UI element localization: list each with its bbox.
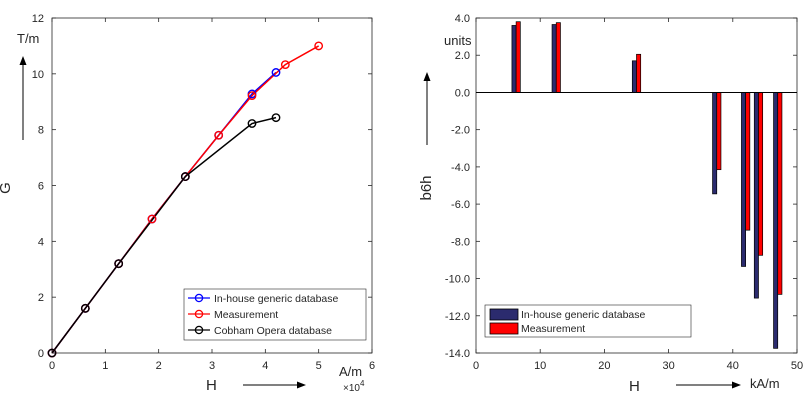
x-tick-label: 0	[49, 360, 55, 372]
y-axis-unit-label: units	[444, 33, 472, 48]
x-tick-label: 3	[209, 360, 215, 372]
series-markers	[47, 41, 324, 358]
data-point	[280, 60, 290, 70]
y-tick-label: 8	[38, 125, 44, 137]
bar-inhouse	[773, 92, 779, 349]
y-tick-label: -10.0	[445, 274, 470, 286]
y-tick-label: 6	[38, 181, 44, 193]
legend-swatch	[489, 308, 519, 321]
bar-measurement	[777, 92, 783, 295]
y-tick-label: 0.0	[455, 87, 470, 99]
y-tick-label: -14.0	[445, 348, 470, 360]
legend-entry-measurement: Measurement	[489, 322, 585, 335]
x-tick-label: 40	[727, 360, 739, 372]
y-axis-label: G	[0, 182, 14, 194]
y-axis-unit-label: T/m	[17, 31, 39, 46]
bar-inhouse	[551, 24, 557, 93]
y-tick-label: -6.0	[451, 199, 470, 211]
data-point	[80, 303, 90, 313]
bar-measurement	[515, 21, 521, 93]
bar-measurement	[745, 92, 751, 231]
data-point	[180, 172, 190, 181]
legend-entry-inhouse: In-house generic database	[188, 293, 338, 305]
legend-label: Measurement	[214, 309, 278, 321]
x-axis-label: H	[206, 377, 217, 394]
y-tick-label: 2.0	[455, 50, 470, 62]
y-tick-label: 12	[32, 13, 44, 25]
tick-group: 0 10 20 30 40 50 4.0 2.0 0.0 -2.0 -4.0 -6.0 -8.0 -10.…	[445, 13, 803, 372]
x-axis-label: H	[629, 378, 640, 395]
y-tick-label: -12.0	[445, 311, 470, 323]
data-point	[47, 348, 57, 358]
bars	[511, 21, 783, 349]
legend-entry-cobham: Cobham Opera database	[188, 325, 332, 337]
x-tick-label: 30	[662, 360, 674, 372]
data-point	[271, 68, 281, 77]
data-point	[247, 119, 257, 128]
data-point	[314, 41, 324, 51]
x-tick-label: 5	[316, 360, 322, 372]
y-axis-arrow-icon	[19, 56, 27, 140]
y-tick-label: -8.0	[451, 236, 470, 248]
y-tick-label: 0	[38, 348, 44, 360]
legend: In-house generic database Measurement Co…	[183, 288, 367, 341]
x-axis-unit-label: kA/m	[750, 376, 780, 391]
legend-swatch	[489, 322, 519, 335]
data-point	[271, 113, 281, 123]
legend-box	[183, 288, 367, 341]
data-point	[147, 214, 157, 224]
y-tick-label: 4	[38, 236, 44, 248]
bar-inhouse	[712, 92, 718, 195]
y-tick-label: -4.0	[451, 162, 470, 174]
x-tick-label: 10	[534, 360, 546, 372]
x-axis-arrow-icon	[243, 381, 306, 389]
legend-label: In-house generic database	[214, 293, 338, 305]
x-tick-label: 50	[791, 360, 803, 372]
y-tick-label: 10	[32, 69, 44, 81]
y-tick-label: -2.0	[451, 125, 470, 137]
bar-measurement	[555, 22, 561, 93]
legend-entry-inhouse: In-house generic database	[489, 308, 645, 321]
bar-measurement	[758, 92, 764, 256]
x-tick-label: 4	[262, 360, 268, 372]
data-point	[247, 91, 257, 101]
b6h-bar-chart: 0 10 20 30 40 50 4.0 2.0 0.0 -2.0 -4.0 -6.0 -8.0 -10.…	[418, 13, 803, 395]
y-tick-label: 4.0	[455, 13, 470, 25]
legend-box	[484, 304, 692, 338]
x-tick-label: 20	[598, 360, 610, 372]
legend-entry-measurement: Measurement	[188, 309, 278, 321]
y-axis-label: b6h	[418, 175, 435, 200]
data-point	[114, 259, 124, 269]
legend-label: Cobham Opera database	[214, 325, 332, 337]
data-point	[214, 130, 224, 140]
x-multiplier-exponent: 4	[360, 379, 365, 388]
bar-measurement	[716, 92, 722, 171]
y-tick-label: 2	[38, 292, 44, 304]
x-tick-label: 2	[156, 360, 162, 372]
legend: In-house generic database Measurement	[484, 304, 692, 338]
x-tick-label: 6	[369, 360, 375, 372]
x-tick-label: 0	[473, 360, 479, 372]
bar-inhouse	[511, 25, 517, 93]
x-tick-label: 1	[102, 360, 108, 372]
bar-inhouse	[753, 92, 759, 299]
legend-label: In-house generic database	[521, 309, 645, 321]
x-axis-arrow-icon	[676, 381, 741, 389]
legend-label: Measurement	[521, 323, 585, 335]
x-multiplier-base: ×10	[343, 383, 360, 394]
x-axis-multiplier: ×104	[343, 379, 365, 394]
bar-inhouse	[631, 60, 637, 93]
y-axis-arrow-icon	[423, 72, 431, 145]
bar-measurement	[636, 53, 642, 93]
bar-inhouse	[741, 92, 746, 267]
x-axis-unit-label: A/m	[339, 364, 362, 379]
